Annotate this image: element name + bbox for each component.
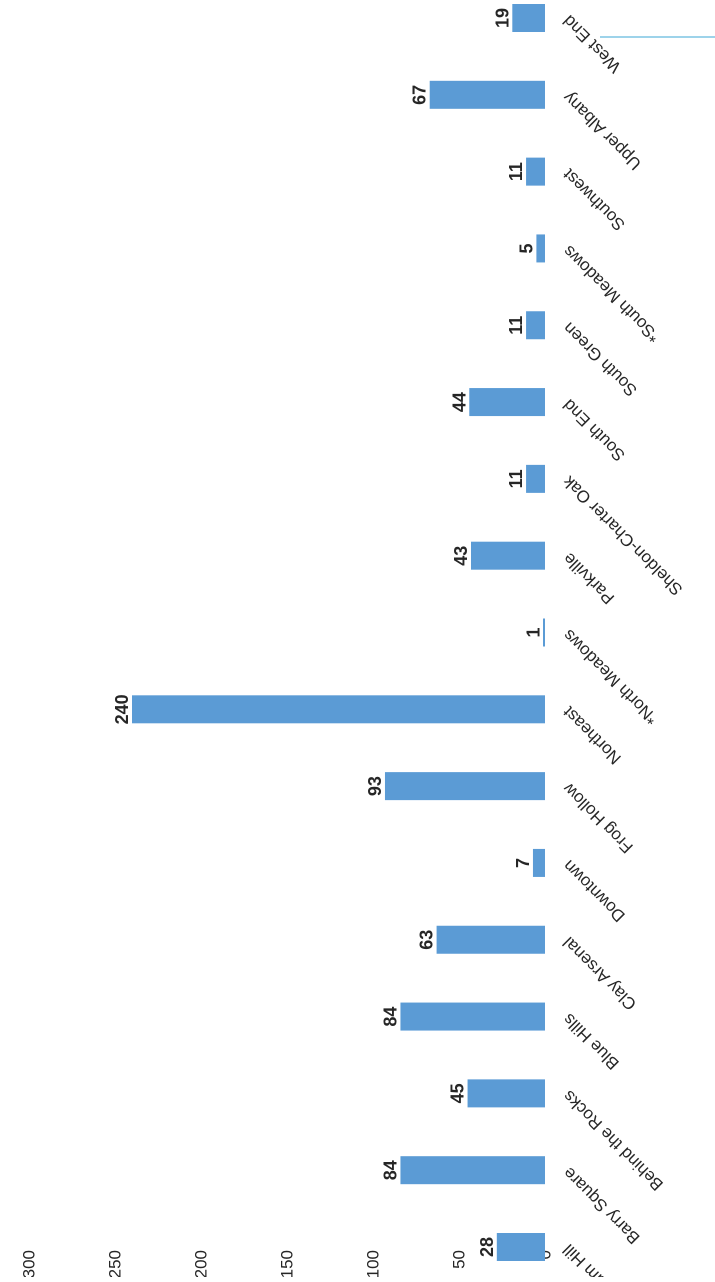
data-label: 63 <box>417 930 437 950</box>
category-label: Barry Square <box>559 1163 643 1247</box>
y-axis-ticks: 050100150200250300 <box>19 1250 554 1278</box>
bar <box>496 1233 545 1261</box>
y-tick-label: 200 <box>191 1250 210 1277</box>
data-label: 84 <box>380 1007 400 1027</box>
bar <box>384 772 545 801</box>
y-tick-label: 250 <box>105 1250 124 1277</box>
category-label: Blue Hills <box>559 1010 623 1074</box>
bar <box>467 1079 545 1108</box>
bar <box>526 311 545 340</box>
data-label: 240 <box>112 694 132 724</box>
y-tick-label: 100 <box>363 1250 382 1277</box>
data-label: 93 <box>365 776 385 796</box>
bar <box>471 541 545 570</box>
bar <box>512 4 545 32</box>
bar <box>436 925 545 954</box>
bar <box>469 388 545 417</box>
data-label: 44 <box>449 392 469 412</box>
bar <box>400 1156 545 1185</box>
data-label: 43 <box>451 546 471 566</box>
category-label: Northeast <box>559 702 625 768</box>
y-tick-label: 300 <box>19 1250 38 1277</box>
category-label: West End <box>559 11 624 76</box>
category-label: South End <box>559 395 629 465</box>
data-label: 7 <box>513 858 533 868</box>
bar <box>526 157 545 186</box>
data-label: 11 <box>506 162 526 181</box>
bar-series <box>132 4 545 1261</box>
data-label: 84 <box>380 1160 400 1180</box>
category-label: Asylum Hill <box>559 1240 632 1277</box>
bar <box>400 1002 545 1031</box>
bar <box>543 618 545 647</box>
data-label: 1 <box>523 627 543 637</box>
data-label: 19 <box>492 8 512 28</box>
data-label: 67 <box>410 85 430 105</box>
category-label: Clay Arsenal <box>559 933 640 1014</box>
category-label: South Green <box>559 319 641 401</box>
category-label: Downtown <box>559 856 629 926</box>
bar <box>536 234 545 263</box>
top-border-line <box>600 36 715 38</box>
data-label: 45 <box>448 1083 468 1103</box>
data-label: 5 <box>516 243 536 253</box>
data-label: 28 <box>477 1237 497 1257</box>
category-label: Parkville <box>559 549 618 608</box>
category-label: Frog Hollow <box>559 779 637 857</box>
data-label: 11 <box>506 316 526 335</box>
bar <box>532 848 545 877</box>
y-tick-label: 150 <box>277 1250 296 1277</box>
category-label: Upper Albany <box>559 88 645 174</box>
bar <box>526 464 545 493</box>
category-label: Southwest <box>559 165 629 235</box>
data-label: 11 <box>506 469 526 488</box>
data-labels: 28 84 45 84 63 7 93 240 1 43 11 44 11 5 11 67 19 <box>112 8 543 1257</box>
y-tick-label: 50 <box>449 1250 468 1269</box>
bar <box>429 80 545 109</box>
bar <box>132 695 545 724</box>
